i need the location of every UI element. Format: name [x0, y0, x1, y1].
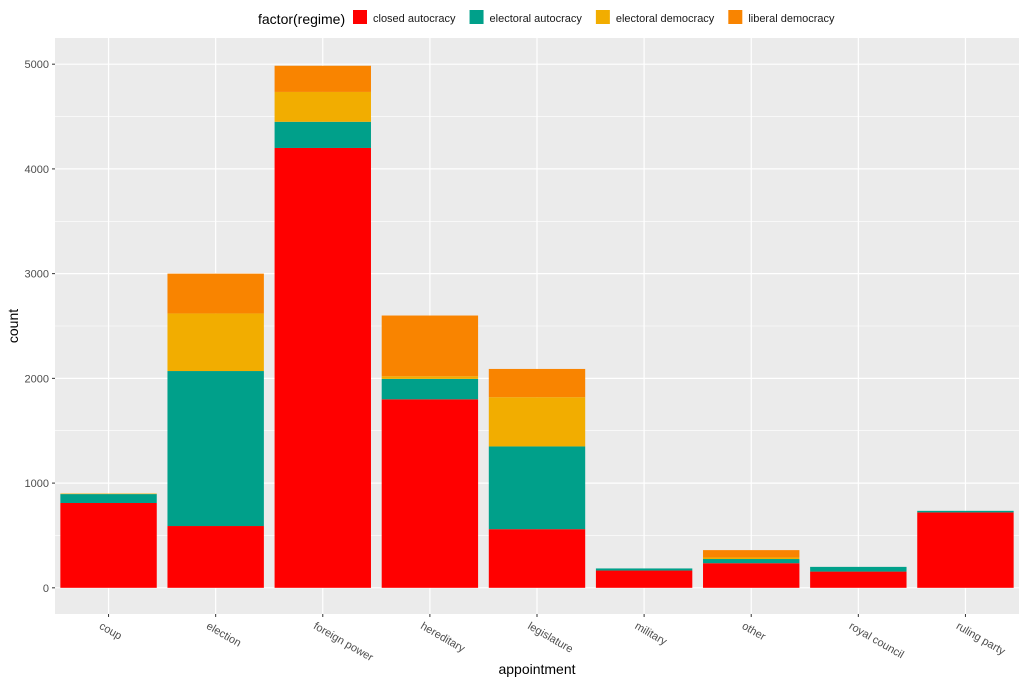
x-tick-label-ruling-party: ruling party [954, 620, 1008, 658]
bar-other-liberal-democracy [703, 550, 800, 558]
bar-foreign-power-electoral-democracy [274, 91, 371, 122]
x-axis-title: appointment [498, 661, 575, 677]
bar-royal-council-closed-autocracy [810, 571, 907, 588]
bar-ruling-party-electoral-autocracy [917, 510, 1014, 513]
x-tick-label-hereditary: hereditary [418, 620, 467, 655]
bar-hereditary-electoral-autocracy [381, 378, 479, 400]
bar-ruling-party-closed-autocracy [917, 512, 1014, 588]
bar-hereditary-electoral-democracy [381, 376, 479, 379]
x-tick-label-foreign-power: foreign power [311, 620, 375, 664]
legend-label-electoral-autocracy: electoral autocracy [490, 13, 583, 25]
x-tick-label-military: military [633, 620, 670, 648]
bar-legislature-electoral-democracy [488, 397, 586, 447]
bar-foreign-power-electoral-autocracy [274, 121, 371, 148]
bar-foreign-power-liberal-democracy [274, 65, 371, 92]
bar-election-liberal-democracy [167, 273, 264, 314]
legend-swatch-electoral-autocracy [469, 10, 484, 24]
bar-hereditary-liberal-democracy [381, 315, 479, 377]
x-tick-label-coup: coup [97, 620, 124, 642]
x-tick-label-royal-council: royal council [847, 620, 906, 661]
bar-election-electoral-autocracy [167, 371, 264, 527]
legend-swatch-liberal-democracy [728, 10, 743, 24]
bar-hereditary-closed-autocracy [381, 399, 479, 588]
bar-military-closed-autocracy [595, 570, 693, 588]
legend-title: factor(regime) [258, 11, 345, 27]
y-tick-label: 0 [43, 583, 49, 595]
y-tick-label: 2000 [25, 373, 49, 385]
legend-label-closed-autocracy: closed autocracy [373, 13, 456, 25]
legend: factor(regime) closed autocracy electoral… [258, 10, 835, 27]
y-tick-label: 5000 [25, 59, 49, 71]
bar-legislature-liberal-democracy [488, 368, 586, 398]
legend-swatch-closed-autocracy [353, 10, 367, 24]
x-tick-label-election: election [204, 620, 243, 649]
bar-legislature-electoral-autocracy [488, 446, 586, 530]
y-axis-title: count [5, 309, 21, 343]
legend-swatch-electoral-democracy [595, 10, 610, 24]
x-tick-label-other: other [740, 620, 768, 643]
bar-election-closed-autocracy [167, 526, 264, 588]
y-tick-label: 1000 [25, 478, 49, 490]
bar-coup-electoral-democracy [60, 493, 157, 495]
y-tick-label: 3000 [25, 269, 49, 281]
bar-legislature-closed-autocracy [488, 529, 586, 588]
x-tick-label-legislature: legislature [526, 620, 575, 655]
legend-label-electoral-democracy: electoral democracy [616, 13, 715, 25]
legend-label-liberal-democracy: liberal democracy [748, 13, 835, 25]
bar-coup-closed-autocracy [60, 502, 157, 588]
bar-coup-electoral-autocracy [60, 494, 157, 503]
bar-other-electoral-autocracy [703, 559, 800, 564]
y-tick-label: 4000 [25, 164, 49, 176]
bar-other-electoral-democracy [703, 557, 800, 560]
bar-election-electoral-democracy [167, 313, 264, 372]
bar-other-closed-autocracy [703, 563, 800, 588]
bar-royal-council-electoral-autocracy [810, 566, 907, 572]
bar-foreign-power-closed-autocracy [274, 147, 371, 588]
bar-military-electoral-autocracy [595, 568, 693, 571]
